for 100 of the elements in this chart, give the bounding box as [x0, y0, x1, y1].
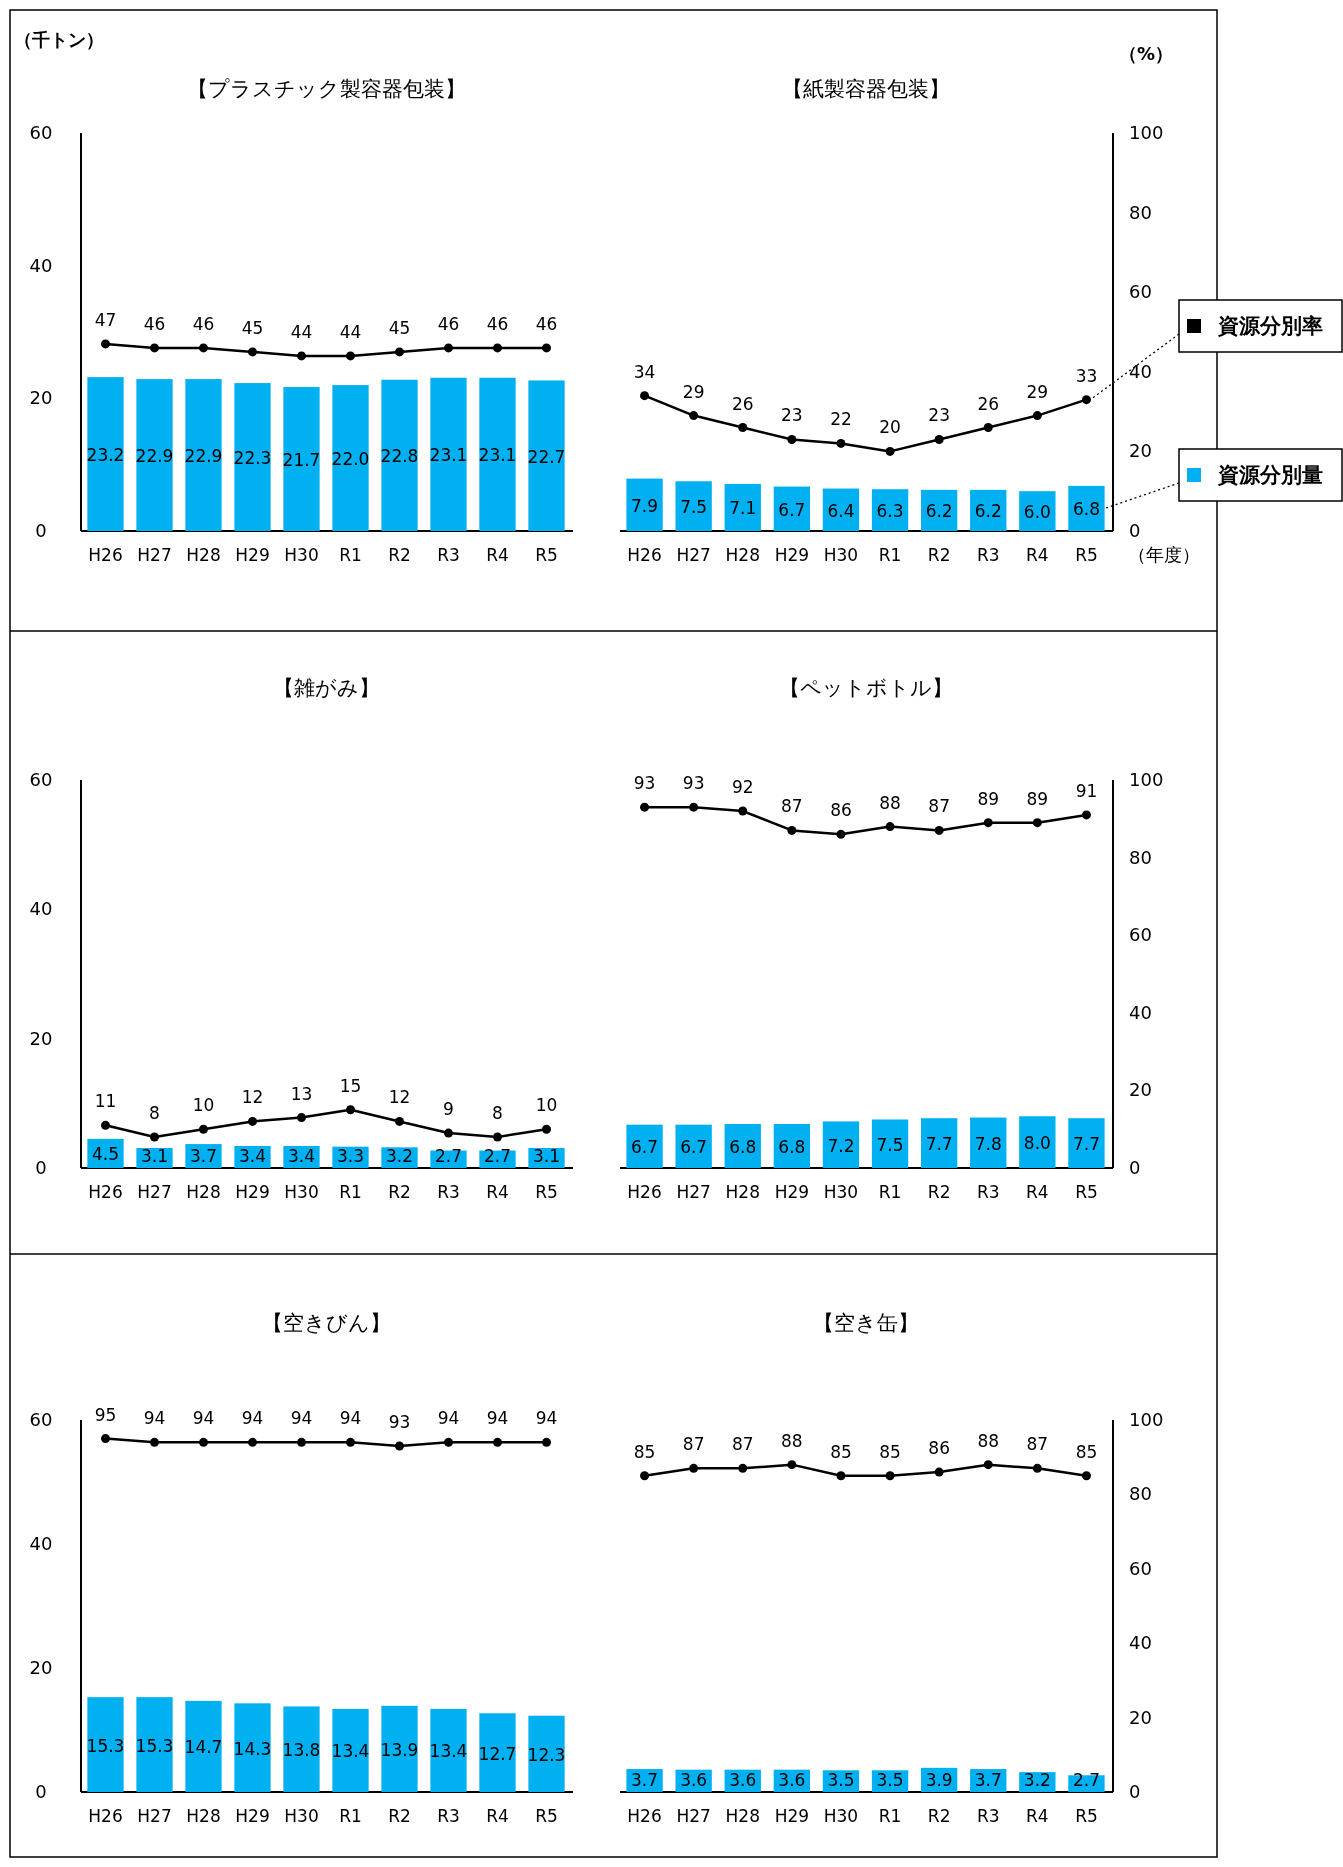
x-tick-label: R2 — [388, 1806, 411, 1826]
data-label: 2.7 — [434, 1146, 463, 1166]
data-label: 88 — [977, 1430, 1000, 1451]
data-label: 26 — [731, 393, 754, 414]
data-label: 92 — [731, 777, 754, 798]
x-tick-label: R3 — [437, 545, 460, 565]
x-tick-label: R3 — [437, 1806, 460, 1826]
y2-tick-label: 60 — [1129, 281, 1152, 303]
x-tick-label: H26 — [88, 545, 123, 565]
point — [738, 1463, 748, 1473]
data-label: 6.0 — [1023, 502, 1051, 523]
data-label: 15.3 — [135, 1735, 174, 1756]
x-axis-title: （年度） — [1128, 544, 1200, 565]
data-label: 20 — [879, 417, 901, 438]
data-label: 29 — [682, 381, 705, 402]
data-label: 12 — [241, 1087, 264, 1108]
y2-tick-label: 40 — [1129, 1001, 1152, 1023]
data-label: 22.0 — [331, 449, 370, 470]
x-tick-label: R5 — [535, 545, 558, 565]
data-label: 3.7 — [631, 1770, 659, 1790]
data-label: 22.3 — [233, 448, 272, 469]
data-label: 85 — [1075, 1441, 1098, 1462]
bar — [970, 1117, 1007, 1168]
y2-tick-label: 80 — [1129, 846, 1152, 868]
data-label: 22.7 — [527, 446, 566, 467]
data-label: 89 — [1026, 788, 1049, 809]
data-label: 85 — [830, 1441, 852, 1462]
data-label: 94 — [486, 1408, 509, 1429]
point — [738, 806, 748, 816]
y-tick-label: 0 — [35, 1781, 47, 1802]
data-label: 87 — [928, 796, 950, 817]
x-tick-label: R4 — [486, 1806, 509, 1826]
data-label: 7.7 — [925, 1134, 953, 1155]
x-tick-label: R3 — [437, 1182, 460, 1202]
data-label: 34 — [633, 361, 656, 382]
x-tick-label: R4 — [1026, 1806, 1049, 1826]
x-tick-label: R4 — [1026, 545, 1049, 565]
data-label: 22.9 — [184, 446, 223, 467]
x-tick-label: H26 — [88, 1182, 123, 1202]
bar — [675, 481, 712, 531]
point — [493, 1132, 502, 1142]
data-label: 6.2 — [974, 501, 1002, 522]
point — [493, 343, 502, 353]
x-tick-label: H28 — [725, 545, 760, 565]
data-label: 3.9 — [925, 1770, 953, 1790]
point — [1081, 810, 1091, 820]
data-label: 10 — [535, 1095, 558, 1116]
data-label: 3.5 — [827, 1770, 855, 1790]
x-tick-label: H30 — [823, 545, 859, 565]
y-tick-label: 20 — [29, 1027, 53, 1049]
data-label: 88 — [879, 792, 901, 813]
legend-label: 資源分別率 — [1217, 314, 1323, 338]
data-label: 23 — [781, 405, 803, 426]
y2-tick-label: 80 — [1129, 201, 1152, 223]
data-label: 46 — [535, 313, 558, 334]
data-label: 3.6 — [778, 1770, 806, 1790]
data-label: 3.1 — [140, 1146, 169, 1166]
data-label: 15.3 — [86, 1735, 125, 1756]
x-tick-label: H27 — [137, 1806, 172, 1826]
data-label: 13.4 — [429, 1741, 468, 1762]
y2-tick-label: 40 — [1129, 1632, 1152, 1654]
data-label: 23.1 — [429, 445, 468, 466]
data-label: 3.5 — [876, 1770, 904, 1790]
x-tick-label: R1 — [339, 1182, 362, 1202]
x-tick-label: H28 — [725, 1806, 760, 1826]
bar — [1068, 485, 1105, 531]
data-label: 94 — [143, 1408, 166, 1429]
data-label: 3.2 — [1023, 1770, 1051, 1790]
x-tick-label: H29 — [774, 1182, 810, 1202]
y-tick-label: 60 — [29, 769, 53, 790]
y2-tick-label: 60 — [1129, 924, 1152, 946]
x-tick-label: H29 — [235, 545, 270, 565]
point — [836, 1471, 846, 1481]
bar — [626, 478, 663, 531]
data-label: 45 — [241, 317, 264, 338]
x-tick-label: R1 — [339, 545, 362, 565]
y2-tick-label: 20 — [1129, 1079, 1152, 1101]
x-tick-label: H30 — [823, 1806, 859, 1826]
x-tick-label: R2 — [927, 1806, 951, 1826]
data-label: 86 — [928, 1438, 950, 1459]
data-label: 23.1 — [478, 445, 517, 466]
point — [150, 1132, 159, 1142]
data-label: 95 — [94, 1404, 117, 1425]
data-label: 46 — [437, 313, 460, 334]
bar — [1019, 491, 1056, 531]
point — [689, 1463, 699, 1473]
point — [787, 825, 797, 835]
point — [885, 822, 895, 832]
data-label: 6.8 — [778, 1137, 806, 1158]
data-label: 13 — [290, 1083, 313, 1104]
point — [346, 1105, 355, 1115]
data-label: 87 — [781, 796, 803, 817]
data-label: 13.9 — [380, 1739, 419, 1760]
data-label: 93 — [633, 773, 656, 794]
data-label: 87 — [682, 1434, 705, 1455]
data-label: 23 — [928, 405, 950, 426]
x-tick-label: R5 — [1075, 1182, 1098, 1202]
data-label: 85 — [879, 1441, 901, 1462]
point — [297, 351, 306, 361]
y2-tick-label: 40 — [1129, 360, 1152, 382]
